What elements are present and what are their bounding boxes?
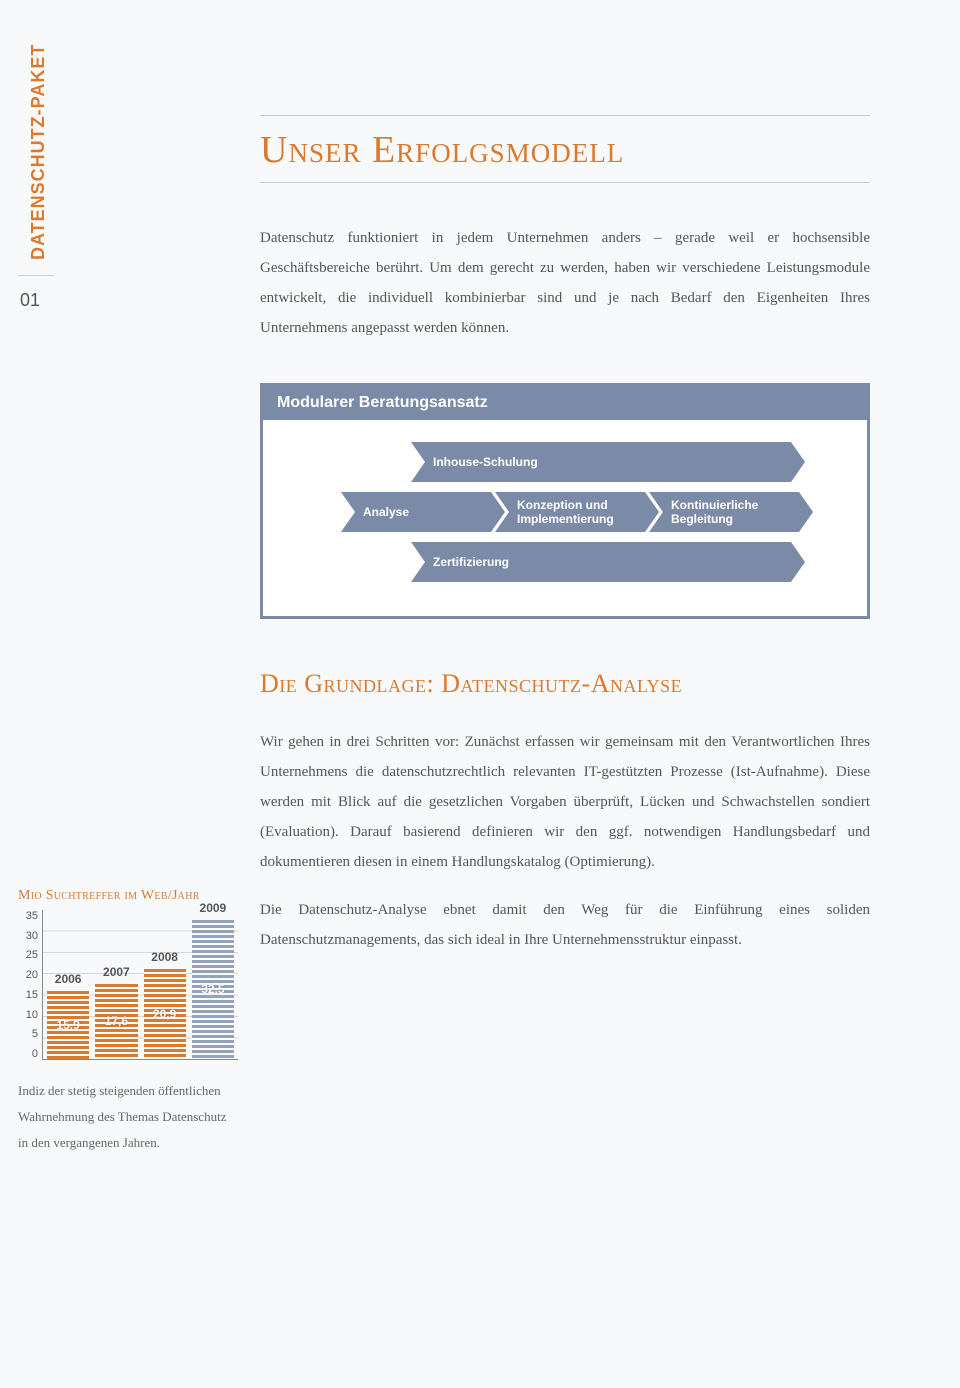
chart-y-tick: 15 bbox=[18, 989, 38, 1001]
chart-caption: Indiz der stetig steigenden öffentlichen… bbox=[18, 1078, 238, 1156]
page-number: 01 bbox=[20, 290, 40, 311]
diagram-arrow-top-label: Inhouse-Schulung bbox=[433, 455, 538, 469]
chart-bar-value: 17,6 bbox=[105, 1014, 128, 1028]
chart-bar-year: 2006 bbox=[55, 972, 82, 986]
chart-bar-year: 2007 bbox=[103, 965, 130, 979]
diagram-step-1-label: Analyse bbox=[363, 505, 409, 519]
intro-paragraph: Datenschutz funktioniert in jedem Untern… bbox=[260, 223, 870, 343]
chart-bar: 15,9 bbox=[47, 991, 89, 1059]
diagram-arrow-bottom-label: Zertifizierung bbox=[433, 555, 509, 569]
chart-y-tick: 30 bbox=[18, 930, 38, 942]
chart-y-tick: 0 bbox=[18, 1048, 38, 1060]
title-rule-top bbox=[260, 115, 870, 116]
chart-bar-value: 15,9 bbox=[56, 1018, 79, 1032]
bar-chart: 35302520151050 200615,9200717,6200820,92… bbox=[18, 910, 238, 1060]
chart-bar-value: 20,9 bbox=[153, 1007, 176, 1021]
body-paragraph-2: Die Datenschutz-Analyse ebnet damit den … bbox=[260, 895, 870, 955]
process-diagram: Modularer Beratungsansatz Inhouse-Schulu… bbox=[260, 383, 870, 619]
diagram-arrow-bottom: Zertifizierung bbox=[411, 542, 791, 582]
chart-bar: 17,6 bbox=[95, 984, 137, 1059]
chart-bar: 32,5 bbox=[192, 920, 234, 1059]
chart-bar-year: 2009 bbox=[200, 901, 227, 915]
chart-y-tick: 35 bbox=[18, 910, 38, 922]
chart-y-tick: 25 bbox=[18, 949, 38, 961]
chart-bar: 20,9 bbox=[144, 969, 186, 1059]
chart-bar-group: 200717,6 bbox=[95, 984, 137, 1059]
chart-plot: 200615,9200717,6200820,9200932,5 bbox=[42, 910, 238, 1060]
sidebar-rule bbox=[18, 275, 54, 276]
sidebar-section-label: DATENSCHUTZ-PAKET bbox=[28, 44, 49, 260]
chart-block: Mio Suchtreffer im Web/Jahr 353025201510… bbox=[18, 888, 238, 1156]
chart-y-tick: 5 bbox=[18, 1028, 38, 1040]
diagram-step-2: Konzeption und Implementierung bbox=[495, 492, 645, 532]
diagram-step-2-label: Konzeption und Implementierung bbox=[517, 498, 633, 527]
chart-y-tick: 20 bbox=[18, 969, 38, 981]
body-text: Wir gehen in drei Schritten vor: Zunächs… bbox=[260, 727, 870, 955]
diagram-step-3-label: Kontinuierliche Begleitung bbox=[671, 498, 787, 527]
chart-bar-group: 200615,9 bbox=[47, 991, 89, 1059]
diagram-arrow-top: Inhouse-Schulung bbox=[411, 442, 791, 482]
diagram-step-3: Kontinuierliche Begleitung bbox=[649, 492, 799, 532]
chart-bar-group: 200932,5 bbox=[192, 920, 234, 1059]
section-subtitle: Die Grundlage: Datenschutz-Analyse bbox=[260, 669, 870, 699]
title-rule-bottom bbox=[260, 182, 870, 183]
chart-y-tick: 10 bbox=[18, 1009, 38, 1021]
chart-bar-value: 32,5 bbox=[201, 982, 224, 996]
page-title: Unser Erfolgsmodell bbox=[260, 128, 870, 172]
diagram-step-1: Analyse bbox=[341, 492, 491, 532]
chart-y-axis: 35 30 25 20 15 10 5 0 bbox=[18, 910, 42, 1060]
chart-bar-group: 200820,9 bbox=[144, 969, 186, 1059]
body-paragraph-1: Wir gehen in drei Schritten vor: Zunächs… bbox=[260, 727, 870, 877]
chart-bar-year: 2008 bbox=[151, 950, 178, 964]
diagram-header: Modularer Beratungsansatz bbox=[263, 386, 867, 420]
